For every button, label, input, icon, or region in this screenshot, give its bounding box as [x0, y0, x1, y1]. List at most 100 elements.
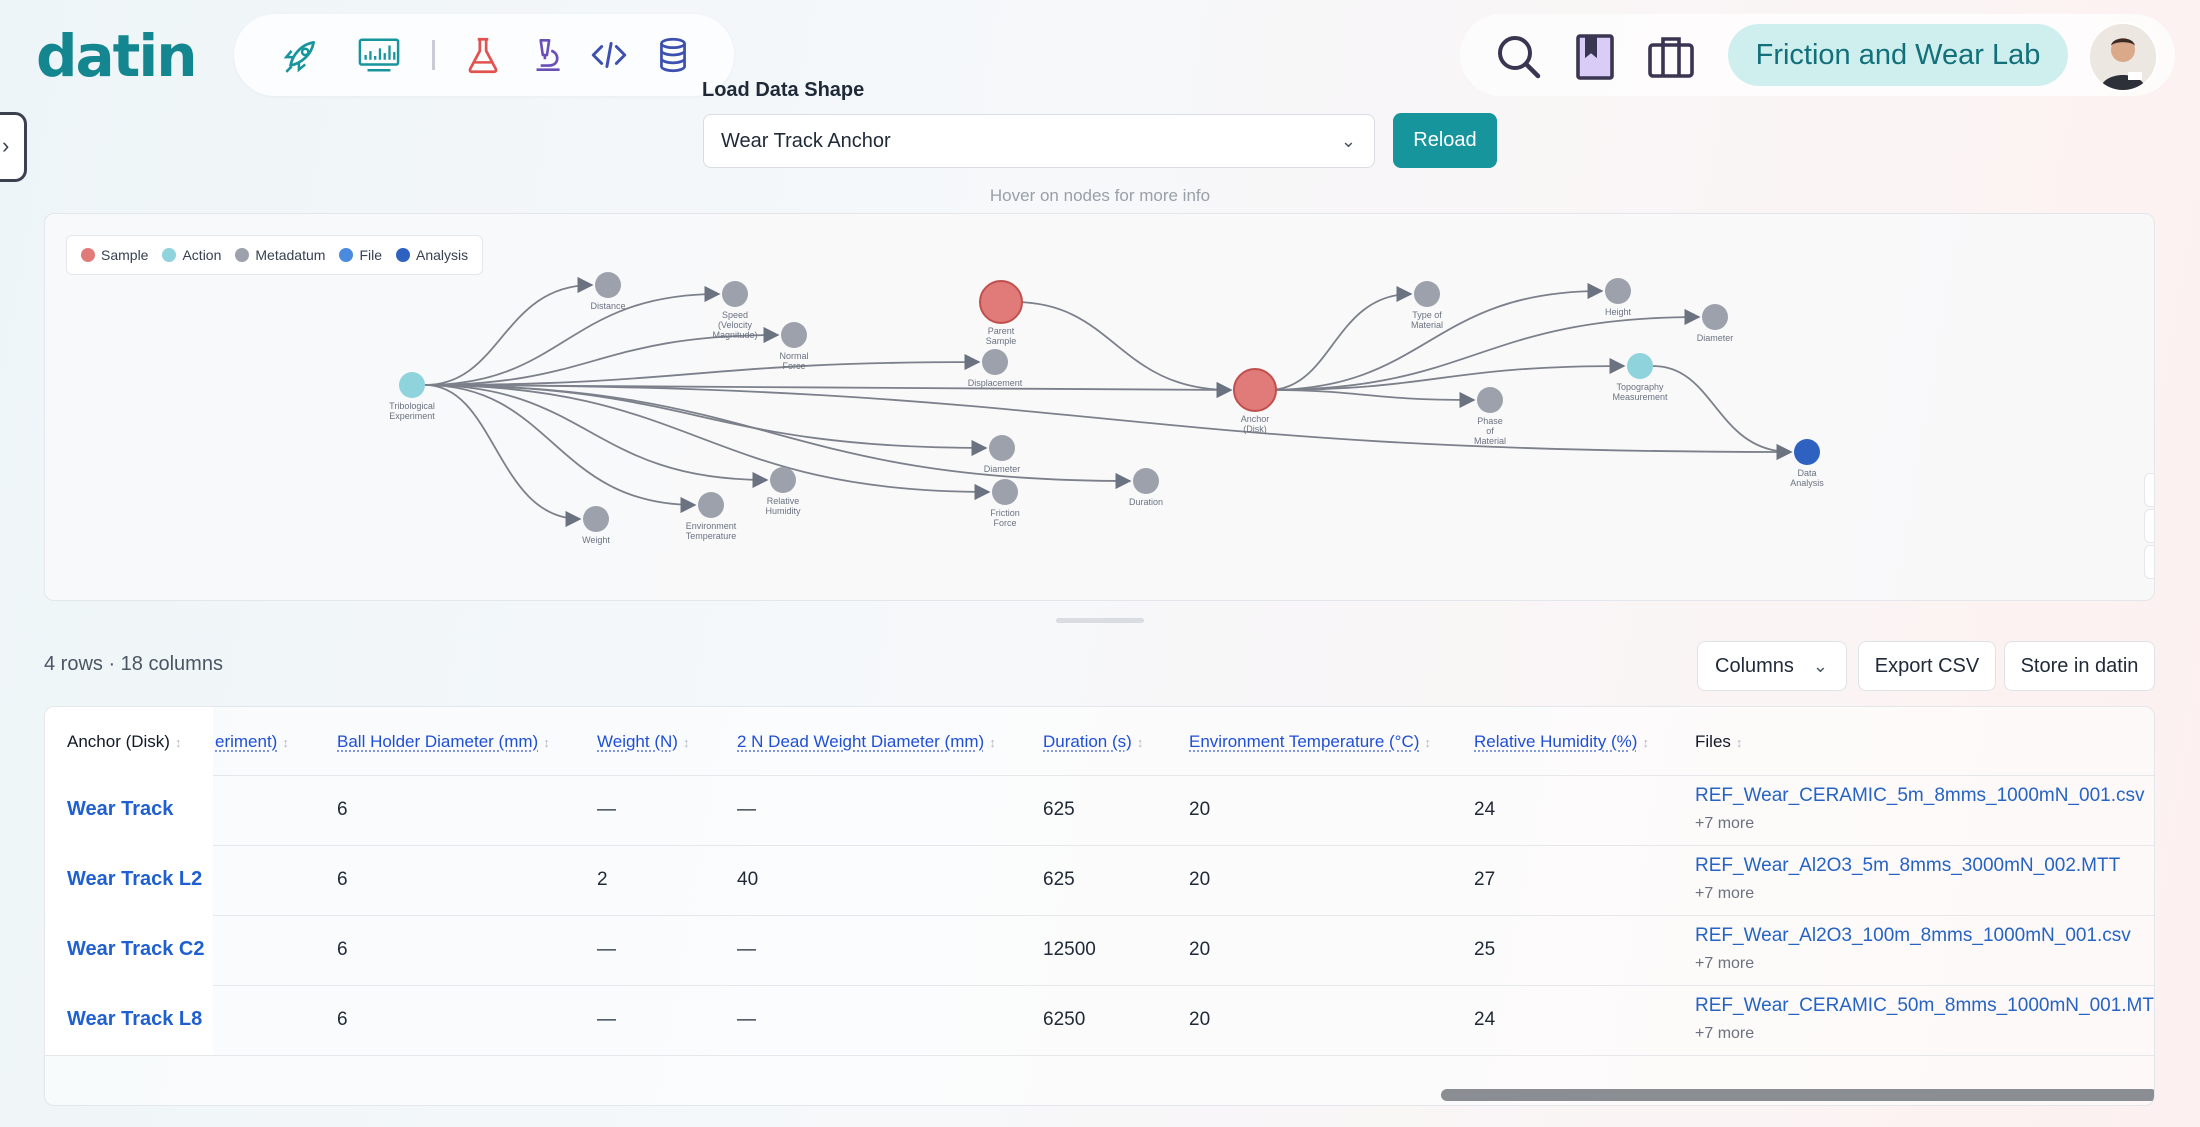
flask-icon[interactable] [462, 34, 504, 76]
graph-node-displacement[interactable]: Displacement [968, 349, 1023, 388]
microscope-icon[interactable] [526, 34, 568, 76]
node-circle[interactable] [992, 479, 1018, 505]
file-link[interactable]: REF_Wear_Al2O3_100m_8mms_1000mN_001.csv [1695, 925, 2131, 946]
more-files-link[interactable]: +7 more [1695, 815, 1755, 832]
database-icon[interactable] [652, 34, 694, 76]
node-circle[interactable] [982, 349, 1008, 375]
more-files-link[interactable]: +7 more [1695, 885, 1755, 902]
node-label: Type of [1412, 310, 1442, 320]
reload-button[interactable]: Reload [1393, 113, 1497, 168]
node-label: Phase [1477, 416, 1503, 426]
node-circle[interactable] [583, 506, 609, 532]
datin-logo[interactable]: datin [36, 26, 198, 86]
node-label: Material [1411, 320, 1443, 330]
node-circle[interactable] [1477, 387, 1503, 413]
zoom-in-button[interactable]: + [2144, 473, 2154, 507]
user-avatar[interactable] [2088, 22, 2158, 92]
search-icon[interactable] [1494, 32, 1544, 82]
node-circle[interactable] [722, 281, 748, 307]
export-csv-button[interactable]: Export CSV [1858, 641, 1996, 691]
node-circle[interactable] [1414, 281, 1440, 307]
graph-node-duration[interactable]: Duration [1129, 468, 1163, 507]
row-name-link[interactable]: Wear Track L8 [67, 1008, 203, 1030]
node-circle[interactable] [1794, 439, 1820, 465]
node-circle[interactable] [979, 280, 1023, 324]
node-circle[interactable] [989, 435, 1015, 461]
file-link[interactable]: REF_Wear_CERAMIC_5m_8mms_1000mN_001.csv [1695, 785, 2145, 806]
header-anchor-disk[interactable]: Anchor (Disk) ↕ [67, 732, 181, 752]
cell-environment-temperature: 20 [1189, 1009, 1211, 1030]
panel-resize-handle[interactable] [1056, 618, 1144, 623]
table-row[interactable]: Wear Track L8 6 — — 6250 20 24 REF_Wear_… [45, 985, 2154, 1056]
node-circle[interactable] [1605, 278, 1631, 304]
rocket-icon[interactable] [280, 34, 322, 76]
file-link[interactable]: REF_Wear_CERAMIC_50m_8mms_1000mN_001.MTT [1695, 995, 2155, 1016]
zoom-out-button[interactable]: − [2144, 509, 2154, 543]
lab-selector[interactable]: Friction and Wear Lab [1728, 24, 2068, 86]
data-shape-graph[interactable]: Tribological Experiment Distance Speed (Velo… [44, 213, 2155, 601]
code-icon[interactable] [588, 34, 630, 76]
header-duration[interactable]: Duration (s) ↕ [1043, 732, 1143, 752]
horizontal-scrollbar[interactable] [1441, 1089, 2154, 1101]
graph-node-weight[interactable]: Weight [582, 506, 610, 545]
node-circle[interactable] [399, 372, 425, 398]
fit-view-button[interactable]: ⛶ [2144, 545, 2154, 579]
store-in-datin-button[interactable]: Store in datin [2004, 641, 2155, 691]
file-link[interactable]: REF_Wear_Al2O3_5m_8mms_3000mN_002.MTT [1695, 855, 2121, 876]
node-circle[interactable] [1233, 368, 1277, 412]
row-name-link[interactable]: Wear Track [67, 798, 174, 820]
node-circle[interactable] [781, 322, 807, 348]
graph-node-diameter1[interactable]: Diameter [984, 435, 1021, 474]
sticky-cell [45, 915, 213, 985]
header-ball-holder-diameter[interactable]: Ball Holder Diameter (mm) ↕ [337, 732, 550, 752]
header-files[interactable]: Files ↕ [1695, 732, 1742, 752]
node-circle[interactable] [1702, 304, 1728, 330]
graph-node-distance[interactable]: Distance [590, 272, 626, 311]
node-label: Height [1605, 307, 1632, 317]
graph-node-anchor[interactable]: Anchor(Disk) [1233, 368, 1277, 434]
chevron-right-icon: › [2, 133, 10, 158]
node-circle[interactable] [770, 467, 796, 493]
bookmark-icon[interactable] [1570, 32, 1620, 82]
node-circle[interactable] [1627, 353, 1653, 379]
graph-edge-anchor-height [1267, 282, 1604, 391]
data-shape-select[interactable]: Wear Track Anchor ⌄ [703, 114, 1375, 168]
node-label: Normal [779, 351, 808, 361]
graph-node-height[interactable]: Height [1605, 278, 1632, 317]
header-environment-temperature[interactable]: Environment Temperature (°C) ↕ [1189, 732, 1431, 752]
legend-label: Metadatum [255, 247, 326, 263]
sticky-cell [45, 775, 213, 845]
sidebar-toggle[interactable]: › [0, 112, 27, 182]
table-row[interactable]: Wear Track 6 — — 625 20 24 REF_Wear_CERA… [45, 775, 2154, 846]
table-row[interactable]: Wear Track L2 6 2 40 625 20 27 REF_Wear_… [45, 845, 2154, 916]
row-name-link[interactable]: Wear Track L2 [67, 868, 203, 890]
header-weight[interactable]: Weight (N) ↕ [597, 732, 689, 752]
more-files-link[interactable]: +7 more [1695, 1025, 1755, 1042]
chevron-down-icon: ⌄ [1812, 656, 1828, 676]
dashboard-chart-icon[interactable] [358, 34, 400, 76]
header-dead-weight-diameter[interactable]: 2 N Dead Weight Diameter (mm) ↕ [737, 732, 996, 752]
briefcase-icon[interactable] [1646, 32, 1696, 82]
header-experiment[interactable]: eriment) ↕ [215, 732, 289, 752]
node-circle[interactable] [595, 272, 621, 298]
row-name-link[interactable]: Wear Track C2 [67, 938, 205, 960]
node-circle[interactable] [698, 492, 724, 518]
more-files-link[interactable]: +7 more [1695, 955, 1755, 972]
node-circle[interactable] [1133, 468, 1159, 494]
header-relative-humidity[interactable]: Relative Humidity (%) ↕ [1474, 732, 1649, 752]
table-row[interactable]: Wear Track C2 6 — — 12500 20 25 REF_Wear… [45, 915, 2154, 986]
columns-button[interactable]: Columns ⌄ [1697, 641, 1847, 691]
graph-node-diameter2[interactable]: Diameter [1697, 304, 1734, 343]
